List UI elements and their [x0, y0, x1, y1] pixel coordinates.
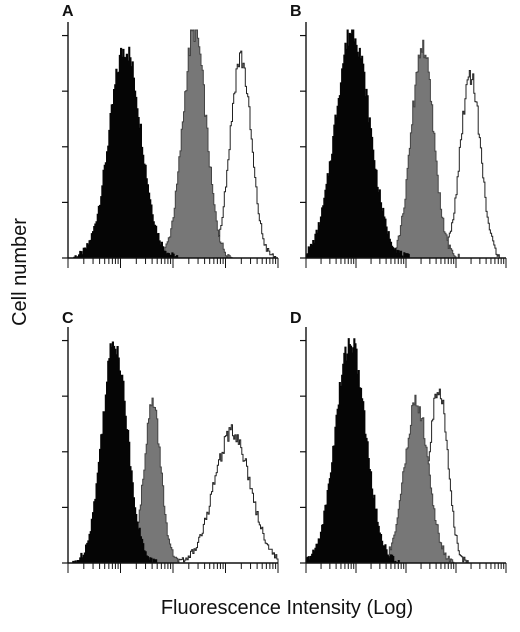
x-axis-title: Fluorescence Intensity (Log)	[161, 597, 413, 619]
histogram-panel-b: B	[290, 3, 507, 268]
panel-label-a: A	[62, 3, 74, 20]
panel-label-b: B	[290, 3, 302, 20]
y-axis-title: Cell number	[9, 218, 31, 326]
histogram-panel-a: A	[62, 3, 279, 268]
panels-group: A B C D	[62, 3, 507, 573]
histogram-panel-c: C	[62, 310, 279, 573]
histogram-panel-d: D	[290, 310, 507, 573]
panel-label-c: C	[62, 310, 74, 327]
panel-label-d: D	[290, 310, 302, 327]
